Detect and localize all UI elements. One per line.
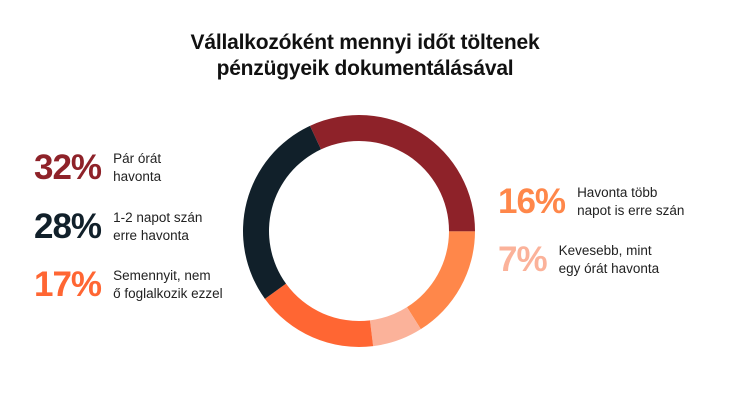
legend-item-havonta-tobb: 16% Havonta több napot is erre szán [498,184,697,220]
legend-label: Pár órát havonta [113,151,162,184]
chart-title-line-2: pénzügyeik dokumentálásával [216,57,514,80]
donut-slice-0 [309,114,476,232]
donut-slice-4 [242,125,321,299]
donut-slice-2 [369,307,421,347]
legend-item-semennyit: 17% Semennyit, nem ő foglalkozik ezzel [34,267,233,303]
legend-label: Havonta több napot is erre szán [577,185,685,218]
legend-percent: 28% [34,207,102,246]
legend-percent: 16% [498,182,566,221]
legend-item-1-2-napot: 28% 1-2 napot szán erre havonta [34,209,233,245]
legend-percent: 17% [34,265,102,304]
legend-percent: 7% [498,240,548,279]
legend-item-par-orat: 32% Pár órát havonta [34,150,233,186]
chart-title: Vállalkozóként mennyi időt töltenek pénz… [0,30,730,82]
donut-slice-1 [406,231,475,330]
donut-slice-3 [264,283,374,347]
legend-label: Kevesebb, mint egy órát havonta [558,243,660,276]
legend-percent: 32% [34,148,102,187]
legend-label: 1-2 napot szán erre havonta [113,210,203,243]
legend-label: Semennyit, nem ő foglalkozik ezzel [113,268,223,301]
legend-item-kevesebb: 7% Kevesebb, mint egy órát havonta [498,242,679,278]
chart-title-line-1: Vállalkozóként mennyi időt töltenek [190,31,540,54]
